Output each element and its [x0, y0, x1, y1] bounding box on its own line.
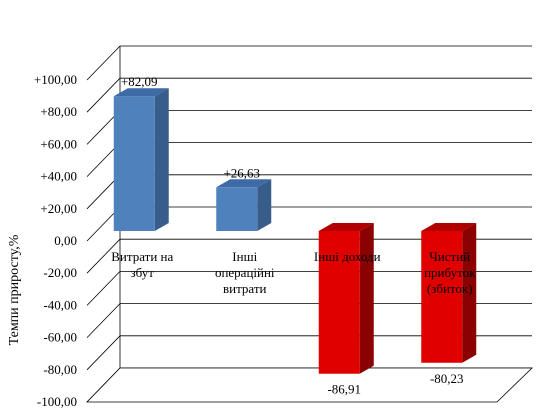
y-tick-label: +20,00	[40, 201, 77, 216]
category-label: Витрати на збут	[111, 249, 173, 280]
bar-top	[113, 88, 169, 97]
category-label: Інші доходи	[314, 249, 381, 264]
bar	[318, 231, 360, 374]
bar-side	[359, 223, 374, 374]
bar-side	[257, 179, 272, 231]
category-labels: Витрати на збут Інші операційні витрати Інші …	[111, 249, 476, 296]
category-label-line: Чистий	[429, 249, 470, 264]
category-label-line: Інші	[232, 249, 257, 264]
y-tick-label: 0,00	[54, 233, 77, 248]
gridline-depth	[86, 45, 121, 81]
gridline-depth	[86, 238, 121, 274]
data-label: +82,09	[121, 74, 158, 89]
bar-top	[421, 223, 477, 231]
category-label: Інші операційні витрати	[215, 249, 275, 296]
category-label-line: збут	[131, 265, 155, 280]
gridline-depth	[86, 335, 121, 371]
category-label-line: операційні	[215, 265, 275, 280]
category-label-line: (збиток)	[427, 281, 473, 296]
bar-side	[154, 88, 169, 231]
y-tick-label: -100,00	[37, 394, 77, 409]
chart-floor	[86, 367, 533, 403]
bar	[113, 96, 155, 231]
y-tick-label: +80,00	[40, 104, 77, 119]
bar-top	[318, 223, 374, 231]
category-label-line: Інші доходи	[314, 249, 381, 264]
category-label: Чистий прибуток (збиток)	[424, 249, 476, 296]
data-label: -80,23	[430, 371, 464, 386]
y-tick-label: -40,00	[43, 297, 77, 312]
y-tick-label: +40,00	[40, 169, 77, 184]
category-label-line: Витрати на	[111, 249, 173, 264]
data-labels: +82,09 +26,63 -86,91 -80,23	[121, 74, 464, 397]
bar-top	[216, 179, 272, 188]
gridline-depth	[86, 77, 121, 113]
y-tick-label: -80,00	[43, 362, 77, 377]
gridline-depth	[86, 303, 121, 338]
bar	[216, 187, 258, 231]
y-axis-label: Темпи приросту,%	[7, 234, 22, 345]
y-tick-label: +60,00	[40, 136, 77, 151]
floor-plane	[86, 367, 533, 403]
y-tick-label: -60,00	[43, 330, 77, 345]
bars	[113, 88, 477, 374]
y-tick-label: +100,00	[34, 72, 77, 87]
y-axis-ticks: +100,00 +80,00 +60,00 +40,00 +20,00 0,00 -20,0…	[34, 72, 77, 409]
bar	[421, 231, 463, 363]
bar-side	[462, 223, 477, 363]
y-tick-label: -20,00	[43, 265, 77, 280]
category-label-line: витрати	[223, 281, 267, 296]
data-label: -86,91	[327, 382, 361, 397]
category-label-line: прибуток	[424, 265, 476, 280]
gridline-depth	[86, 271, 121, 306]
data-label: +26,63	[223, 165, 260, 180]
